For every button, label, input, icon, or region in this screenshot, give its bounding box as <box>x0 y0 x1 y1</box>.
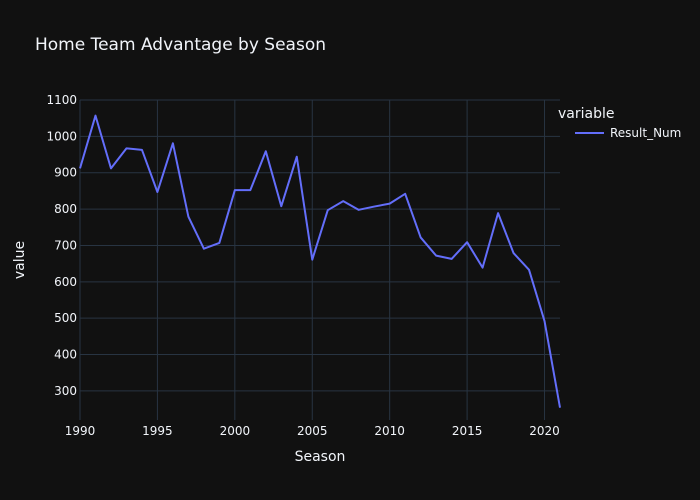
data-point[interactable] <box>480 265 486 271</box>
legend[interactable]: variable Result_Num <box>558 106 681 140</box>
data-point[interactable] <box>77 165 83 171</box>
series-line-Result_Num <box>79 114 561 408</box>
data-point[interactable] <box>325 207 331 213</box>
y-tick-label: 500 <box>54 311 77 325</box>
x-tick-labels: 1990 1995 2000 2005 2010 2015 2020 <box>65 424 560 438</box>
y-tick-label: 1000 <box>46 129 77 143</box>
y-tick-label: 700 <box>54 238 77 252</box>
data-point[interactable] <box>263 148 269 154</box>
data-point[interactable] <box>247 187 253 193</box>
plot-area <box>77 113 563 411</box>
data-point[interactable] <box>340 198 346 204</box>
x-tick-label: 2005 <box>297 424 328 438</box>
y-tick-label: 1100 <box>46 93 77 107</box>
data-point[interactable] <box>278 203 284 209</box>
data-point[interactable] <box>449 256 455 262</box>
x-tick-label: 2020 <box>529 424 560 438</box>
data-point[interactable] <box>464 239 470 245</box>
y-tick-label: 400 <box>54 348 77 362</box>
data-point[interactable] <box>123 145 129 151</box>
data-point[interactable] <box>402 191 408 197</box>
data-point[interactable] <box>139 147 145 153</box>
x-tick-label: 2010 <box>374 424 405 438</box>
data-point[interactable] <box>309 257 315 263</box>
data-point[interactable] <box>216 240 222 246</box>
data-point[interactable] <box>511 250 517 256</box>
data-point[interactable] <box>542 318 548 324</box>
data-point[interactable] <box>232 187 238 193</box>
x-tick-label: 2000 <box>220 424 251 438</box>
y-tick-label: 600 <box>54 275 77 289</box>
data-point[interactable] <box>387 201 393 207</box>
data-point[interactable] <box>92 113 98 119</box>
x-tick-label: 1995 <box>142 424 173 438</box>
data-point[interactable] <box>154 189 160 195</box>
y-tick-labels: 300 400 500 600 700 800 900 1000 1100 <box>46 93 77 398</box>
data-point[interactable] <box>526 267 532 273</box>
data-point[interactable] <box>294 154 300 160</box>
x-tick-label: 2015 <box>452 424 483 438</box>
legend-title: variable <box>558 106 614 122</box>
data-point[interactable] <box>495 210 501 216</box>
y-axis-title: value <box>12 241 28 279</box>
y-tick-label: 800 <box>54 202 77 216</box>
y-tick-label: 900 <box>54 166 77 180</box>
data-point[interactable] <box>418 234 424 240</box>
data-point[interactable] <box>185 214 191 220</box>
data-point[interactable] <box>201 246 207 252</box>
data-point[interactable] <box>356 207 362 213</box>
x-tick-label: 1990 <box>65 424 96 438</box>
chart-title: Home Team Advantage by Season <box>35 35 326 55</box>
data-point[interactable] <box>108 165 114 171</box>
data-point[interactable] <box>170 140 176 146</box>
y-tick-label: 300 <box>54 384 77 398</box>
x-axis-title: Season <box>295 449 346 465</box>
legend-item-label: Result_Num <box>610 126 681 140</box>
data-point[interactable] <box>371 204 377 210</box>
data-point[interactable] <box>557 405 563 411</box>
data-point[interactable] <box>433 253 439 259</box>
